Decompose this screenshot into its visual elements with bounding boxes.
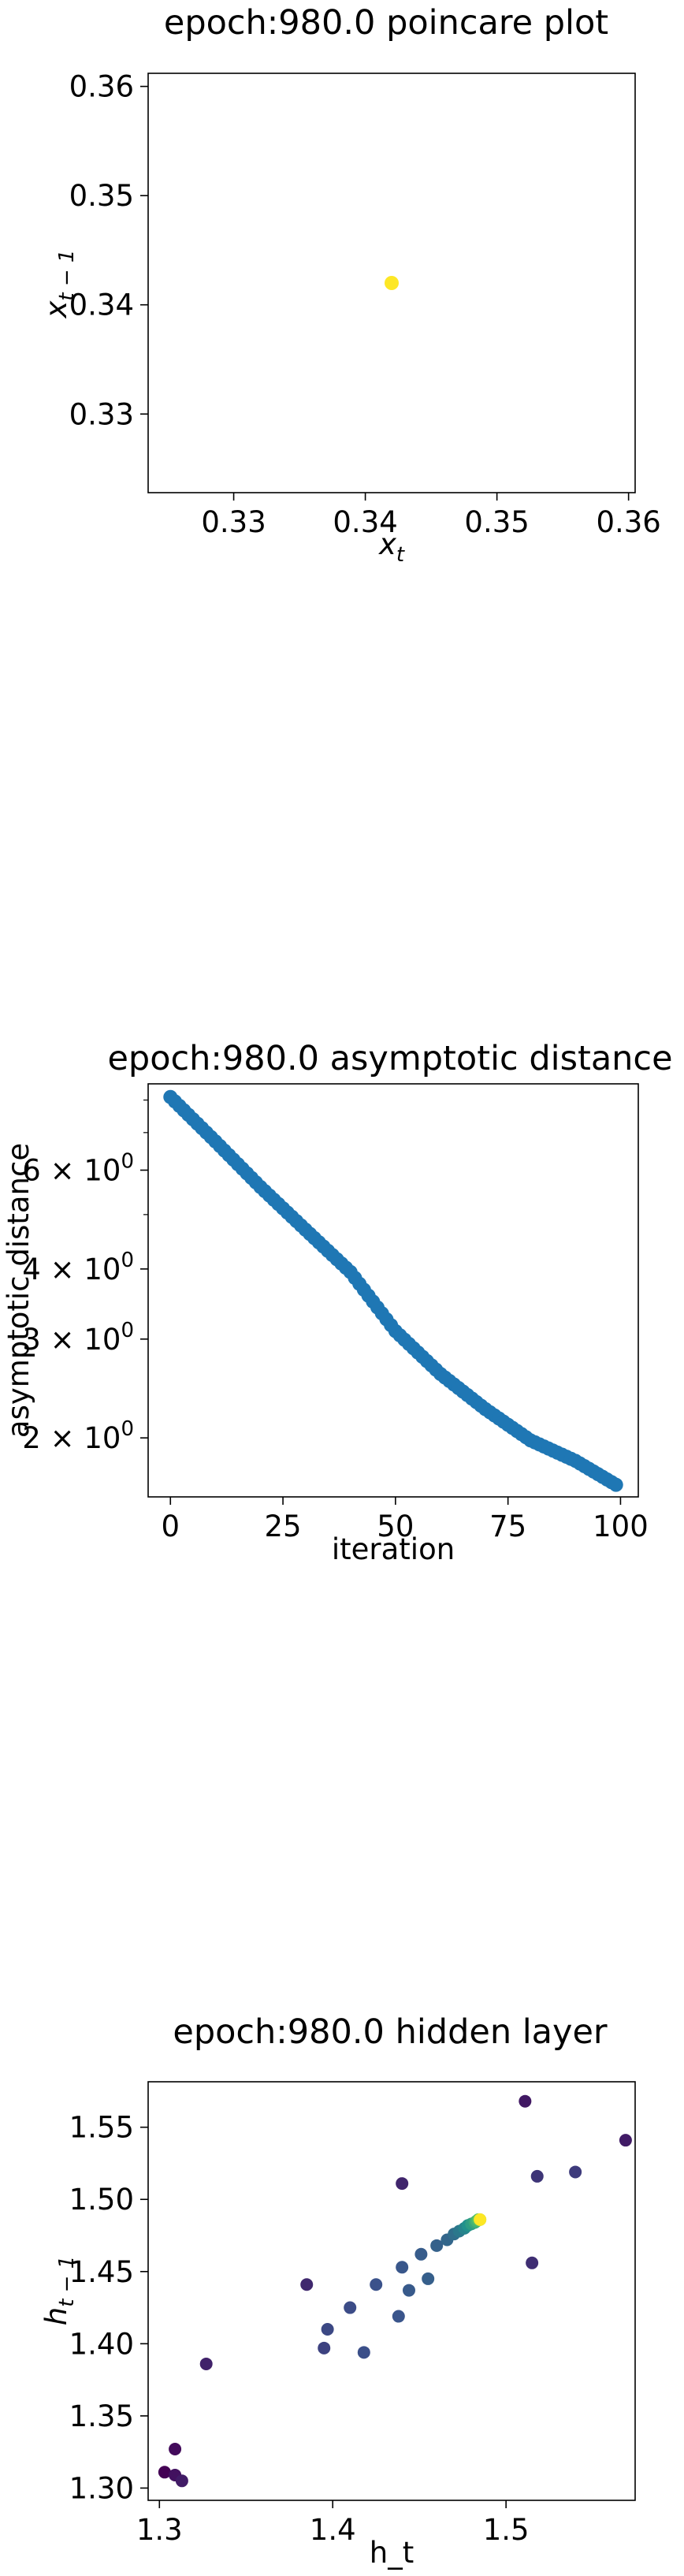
chart-title: epoch:980.0 hidden layer bbox=[173, 2012, 608, 2052]
y-tick-label: 1.50 bbox=[69, 2183, 134, 2217]
plot-frame bbox=[147, 1083, 639, 1498]
data-point bbox=[392, 2310, 405, 2323]
y-axis-label: asymptotic distance bbox=[2, 1143, 35, 1438]
data-point bbox=[530, 2169, 544, 2183]
chart-title: epoch:980.0 poincare plot bbox=[164, 3, 608, 43]
data-point bbox=[344, 2301, 357, 2314]
x-tick-label: 0.35 bbox=[464, 505, 529, 539]
data-point bbox=[357, 2346, 370, 2359]
x-tick-label: 1.3 bbox=[136, 2513, 183, 2547]
data-point bbox=[199, 2357, 213, 2370]
data-point bbox=[430, 2239, 444, 2252]
x-axis: 0.33 0.34 0.35 0.36 bbox=[201, 493, 661, 539]
x-tick-label: 0.33 bbox=[201, 505, 266, 539]
data-point bbox=[526, 2256, 539, 2269]
chart-asymptotic-distance: epoch:980.0 asymptotic distance 2 × 100 3… bbox=[2, 1039, 673, 1566]
data-points bbox=[385, 276, 399, 290]
x-axis-label: xt bbox=[378, 527, 405, 567]
chart-title: epoch:980.0 asymptotic distance bbox=[107, 1039, 672, 1078]
y-minor-ticks bbox=[143, 1099, 148, 1215]
chart-poincare: epoch:980.0 poincare plot 0.330.340.350.… bbox=[39, 3, 661, 567]
data-point bbox=[414, 2247, 428, 2261]
y-tick-label: 0.34 bbox=[69, 288, 134, 322]
data-point bbox=[158, 2466, 171, 2479]
x-tick-label: 25 bbox=[265, 1509, 302, 1543]
y-axis-label: ht − 1 bbox=[39, 2256, 79, 2326]
data-point bbox=[396, 2261, 409, 2274]
y-axis-label: xt − 1 bbox=[39, 250, 79, 319]
x-tick-label: 50 bbox=[377, 1509, 414, 1543]
x-axis-label: h_t bbox=[370, 2536, 414, 2570]
data-point bbox=[474, 2213, 487, 2226]
x-tick-label: 0.36 bbox=[596, 505, 660, 539]
plot-frame bbox=[147, 73, 636, 493]
data-point bbox=[396, 2177, 409, 2191]
x-axis: 0 25 50 75 100 bbox=[161, 1497, 649, 1543]
y-tick-label: 1.55 bbox=[69, 2111, 134, 2145]
y-tick-label: 1.40 bbox=[69, 2327, 134, 2361]
data-point bbox=[569, 2165, 582, 2179]
y-tick-label: 3 × 100 bbox=[22, 1319, 134, 1357]
y-tick-label: 1.45 bbox=[69, 2255, 134, 2289]
plot-frame bbox=[147, 2081, 636, 2501]
data-point bbox=[422, 2272, 435, 2285]
x-tick-label: 0 bbox=[161, 1509, 180, 1543]
x-axis: 1.3 1.4 1.5 bbox=[136, 2500, 530, 2547]
data-point bbox=[370, 2278, 383, 2291]
chart-hidden-layer: epoch:980.0 hidden layer 1.30 1.35 1.40 1.4… bbox=[39, 2012, 636, 2570]
data-point bbox=[619, 2134, 632, 2147]
y-axis: 1.30 1.35 1.40 1.45 1.50 1.55 bbox=[69, 2111, 148, 2505]
data-point bbox=[519, 2094, 532, 2108]
data-point bbox=[321, 2323, 334, 2336]
data-point bbox=[175, 2474, 188, 2488]
y-tick-label: 1.30 bbox=[69, 2471, 134, 2505]
data-points bbox=[163, 1089, 623, 1492]
data-point bbox=[300, 2278, 314, 2291]
y-tick-label: 6 × 100 bbox=[22, 1149, 134, 1187]
data-points bbox=[158, 2094, 632, 2488]
y-tick-label: 4 × 100 bbox=[22, 1249, 134, 1286]
data-point bbox=[169, 2442, 182, 2455]
x-tick-label: 1.4 bbox=[310, 2513, 356, 2547]
y-tick-label: 1.35 bbox=[69, 2399, 134, 2433]
data-point bbox=[385, 276, 399, 290]
x-axis-label: iteration bbox=[332, 1532, 455, 1566]
y-tick-label: 0.35 bbox=[69, 179, 134, 213]
data-point bbox=[608, 1477, 623, 1492]
y-tick-label: 0.36 bbox=[69, 70, 134, 104]
x-tick-label: 100 bbox=[593, 1509, 649, 1543]
data-point bbox=[402, 2284, 415, 2297]
x-tick-label: 75 bbox=[489, 1509, 526, 1543]
y-axis: 2 × 100 3 × 100 4 × 100 6 × 100 bbox=[22, 1149, 148, 1455]
x-tick-label: 0.34 bbox=[333, 505, 397, 539]
y-tick-label: 0.33 bbox=[69, 397, 134, 431]
y-axis: 0.33 0.34 0.35 0.36 bbox=[69, 70, 148, 431]
y-tick-label: 2 × 100 bbox=[22, 1417, 134, 1455]
data-point bbox=[318, 2341, 331, 2355]
x-tick-label: 1.5 bbox=[483, 2513, 530, 2547]
